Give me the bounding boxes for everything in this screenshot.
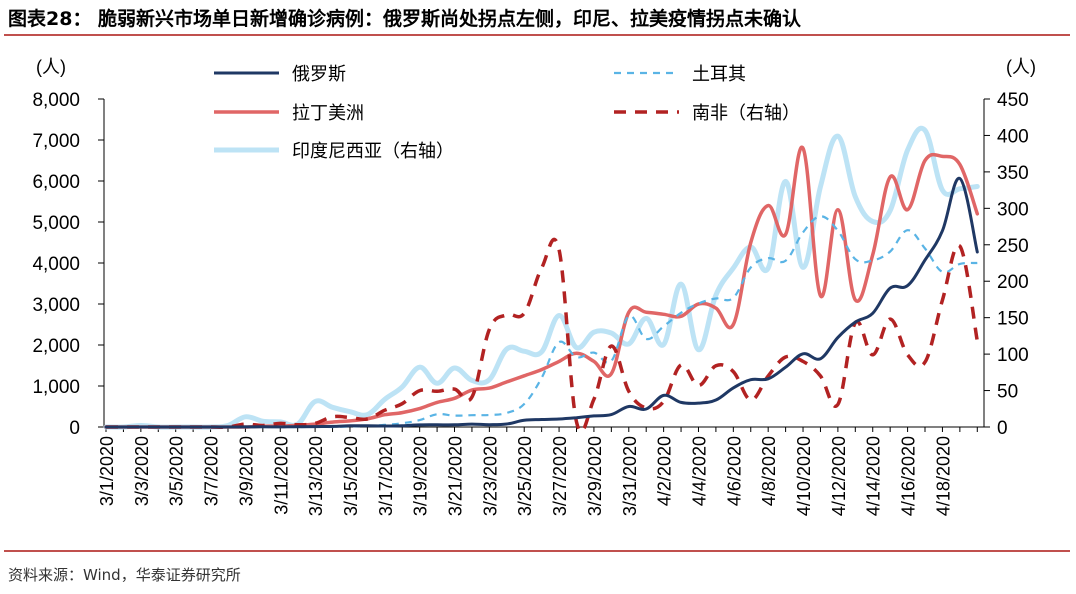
x-tick-label: 4/18/2020 [933,436,953,516]
left-tick-label: 8,000 [32,90,80,111]
left-tick-label: 1,000 [32,377,80,398]
right-tick-label: 450 [997,90,1029,111]
right-tick-label: 200 [997,272,1029,293]
left-axis-unit: (人) [36,57,66,77]
left-tick-label: 7,000 [32,131,80,152]
x-tick-label: 3/1/2020 [97,436,117,506]
x-tick-label: 3/29/2020 [585,436,605,516]
x-tick-label: 3/3/2020 [132,436,152,506]
x-tick-label: 3/31/2020 [620,436,640,516]
x-tick-label: 4/10/2020 [794,436,814,516]
x-tick-label: 3/13/2020 [306,436,326,516]
left-tick-label: 3,000 [32,295,80,316]
right-tick-label: 100 [997,345,1029,366]
x-tick-label: 3/19/2020 [411,436,431,516]
series-line-turkey [106,215,978,429]
series-line-latam [104,145,980,429]
legend-label-south-africa: 南非（右轴） [692,103,800,123]
left-tick-label: 6,000 [32,172,80,193]
legend-label-turkey: 土耳其 [692,64,746,84]
x-tick-label: 4/4/2020 [689,436,709,506]
right-tick-label: 150 [997,309,1029,330]
x-tick-label: 3/27/2020 [550,436,570,516]
left-tick-label: 2,000 [32,336,80,357]
series-layer [103,125,980,434]
left-tick-label: 5,000 [32,213,80,234]
bottom-rule [4,550,1070,552]
x-tick-label: 3/11/2020 [271,436,291,515]
legend-label-indonesia: 印度尼西亚（右轴） [292,141,454,161]
x-tick-label: 3/17/2020 [376,436,396,516]
series-line-south-africa [106,237,980,434]
right-tick-label: 400 [997,126,1029,147]
left-tick-label: 4,000 [32,254,80,275]
x-tick-label: 4/14/2020 [864,436,884,516]
axes: (人) (人) 0 1,000 2,000 3,000 4,000 5,000 6,000 7,0… [32,57,1036,516]
right-tick-label: 50 [997,382,1018,403]
x-tick-label: 4/12/2020 [829,436,849,516]
series-line-russia [104,176,979,429]
series-line-indonesia [103,125,980,430]
right-tick-label: 300 [997,199,1029,220]
x-tick-label: 3/15/2020 [341,436,361,516]
legend-label-russia: 俄罗斯 [292,64,346,84]
x-tick-label: 4/16/2020 [899,436,919,516]
figure-title: 图表28： 脆弱新兴市场单日新增确诊病例：俄罗斯尚处拐点左侧，印尼、拉美疫情拐点… [8,8,802,30]
x-tick-label: 4/6/2020 [724,436,744,506]
right-axis-unit: (人) [1006,57,1036,77]
x-tick-label: 3/25/2020 [515,436,535,516]
legend-label-latam: 拉丁美洲 [292,103,364,123]
x-tick-label: 4/2/2020 [655,436,675,506]
x-tick-label: 3/9/2020 [236,436,256,506]
right-tick-label: 250 [997,236,1029,257]
x-tick-label: 3/21/2020 [446,436,466,516]
right-tick-label: 0 [997,418,1008,439]
top-rule [4,34,1070,36]
x-tick-label: 3/23/2020 [480,436,500,516]
source-note: 资料来源：Wind，华泰证券研究所 [8,566,241,584]
x-tick-label: 3/5/2020 [167,436,187,506]
x-tick-label: 4/8/2020 [759,436,779,506]
right-tick-label: 350 [997,163,1029,184]
left-tick-label: 0 [69,418,80,439]
x-tick-label: 3/7/2020 [202,436,222,506]
